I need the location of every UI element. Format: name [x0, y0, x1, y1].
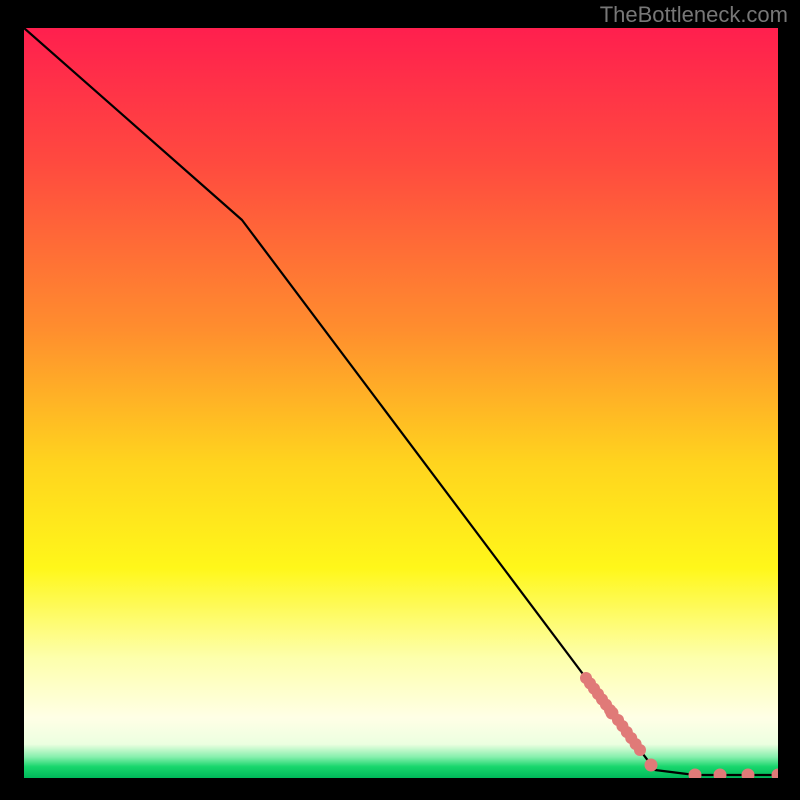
- data-marker: [606, 707, 619, 720]
- attribution-text: TheBottleneck.com: [600, 2, 788, 28]
- chart-container: TheBottleneck.com: [0, 0, 800, 800]
- plot-area: [24, 28, 778, 778]
- gradient-background: [24, 28, 778, 778]
- chart-svg: [24, 28, 778, 778]
- data-marker: [645, 759, 658, 772]
- data-marker: [634, 744, 646, 756]
